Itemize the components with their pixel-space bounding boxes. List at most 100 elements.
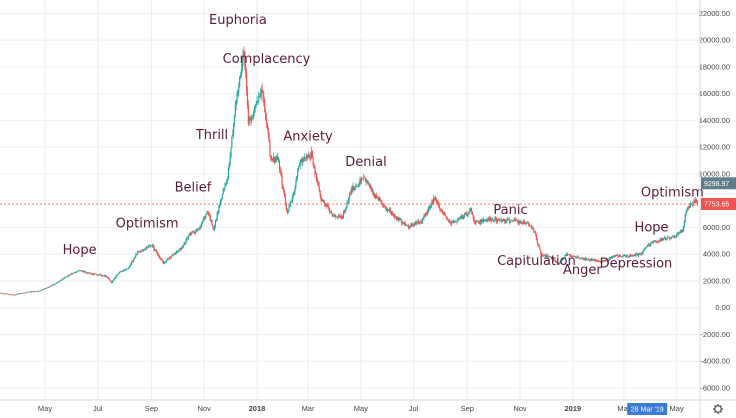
candle[interactable] bbox=[518, 219, 520, 226]
candle[interactable] bbox=[134, 256, 136, 259]
candle[interactable] bbox=[425, 212, 427, 218]
candle[interactable] bbox=[280, 168, 282, 177]
candle[interactable] bbox=[58, 281, 60, 283]
candle[interactable] bbox=[645, 247, 647, 249]
candle[interactable] bbox=[401, 220, 403, 226]
candle[interactable] bbox=[695, 196, 697, 204]
candle[interactable] bbox=[505, 219, 507, 224]
candle[interactable] bbox=[459, 216, 461, 220]
candle[interactable] bbox=[202, 216, 204, 223]
candle[interactable] bbox=[344, 208, 346, 214]
candle[interactable] bbox=[449, 218, 451, 224]
candle[interactable] bbox=[28, 291, 31, 293]
candle[interactable] bbox=[476, 219, 478, 223]
candle[interactable] bbox=[406, 224, 409, 227]
candle[interactable] bbox=[532, 225, 534, 230]
candle[interactable] bbox=[87, 272, 89, 274]
candle[interactable] bbox=[276, 153, 278, 163]
candle[interactable] bbox=[116, 274, 118, 277]
candle[interactable] bbox=[408, 225, 410, 230]
candle[interactable] bbox=[454, 220, 456, 224]
candle[interactable] bbox=[21, 292, 23, 294]
candle[interactable] bbox=[453, 220, 455, 223]
candle[interactable] bbox=[247, 100, 249, 127]
candle[interactable] bbox=[170, 255, 172, 259]
candle[interactable] bbox=[165, 259, 167, 264]
candle[interactable] bbox=[481, 217, 483, 225]
candle[interactable] bbox=[250, 115, 252, 126]
candle[interactable] bbox=[585, 256, 587, 262]
candle[interactable] bbox=[225, 183, 227, 186]
candle[interactable] bbox=[412, 223, 415, 227]
candle[interactable] bbox=[84, 270, 86, 273]
candle[interactable] bbox=[240, 63, 243, 79]
candle[interactable] bbox=[123, 268, 126, 272]
candle[interactable] bbox=[360, 177, 362, 185]
candle[interactable] bbox=[316, 173, 318, 183]
candle[interactable] bbox=[626, 253, 628, 257]
candle[interactable] bbox=[174, 252, 176, 255]
candle[interactable] bbox=[489, 215, 491, 222]
candle[interactable] bbox=[125, 268, 127, 271]
candle[interactable] bbox=[469, 208, 471, 215]
candle[interactable] bbox=[104, 274, 107, 278]
candle[interactable] bbox=[92, 272, 95, 276]
candle[interactable] bbox=[550, 256, 552, 260]
candle[interactable] bbox=[600, 260, 602, 263]
candle[interactable] bbox=[128, 266, 130, 270]
candle[interactable] bbox=[36, 291, 38, 293]
candle[interactable] bbox=[258, 91, 260, 105]
candle[interactable] bbox=[271, 158, 274, 162]
candle[interactable] bbox=[219, 202, 221, 208]
candle[interactable] bbox=[402, 221, 404, 225]
candle[interactable] bbox=[395, 216, 397, 221]
candle[interactable] bbox=[132, 259, 134, 264]
candle[interactable] bbox=[86, 272, 88, 275]
candle[interactable] bbox=[444, 211, 446, 216]
candle[interactable] bbox=[448, 219, 450, 224]
candle[interactable] bbox=[519, 220, 521, 225]
candle[interactable] bbox=[501, 218, 503, 223]
candle[interactable] bbox=[570, 255, 572, 258]
settings-gear-icon[interactable] bbox=[713, 404, 723, 414]
candle[interactable] bbox=[188, 232, 191, 236]
candle[interactable] bbox=[464, 212, 466, 219]
candle[interactable] bbox=[679, 230, 681, 234]
candle[interactable] bbox=[477, 220, 480, 224]
candle[interactable] bbox=[394, 214, 397, 218]
candle[interactable] bbox=[508, 218, 510, 221]
candle[interactable] bbox=[49, 285, 51, 288]
candle[interactable] bbox=[639, 253, 641, 256]
candle[interactable] bbox=[141, 249, 143, 253]
candle[interactable] bbox=[195, 228, 198, 233]
candle[interactable] bbox=[434, 195, 436, 201]
candle[interactable] bbox=[104, 275, 106, 277]
candle[interactable] bbox=[8, 293, 10, 295]
candle[interactable] bbox=[1, 292, 4, 294]
candle[interactable] bbox=[386, 207, 388, 212]
candle[interactable] bbox=[143, 248, 145, 252]
candle[interactable] bbox=[392, 211, 394, 216]
candle[interactable] bbox=[555, 261, 557, 264]
candle[interactable] bbox=[578, 256, 580, 259]
candle[interactable] bbox=[107, 277, 109, 279]
candle[interactable] bbox=[490, 217, 493, 223]
candle[interactable] bbox=[457, 217, 459, 223]
candle[interactable] bbox=[153, 244, 155, 252]
candle[interactable] bbox=[682, 229, 684, 233]
candle[interactable] bbox=[113, 277, 115, 281]
candle[interactable] bbox=[583, 257, 585, 261]
candle[interactable] bbox=[468, 211, 470, 213]
candle[interactable] bbox=[169, 256, 172, 260]
candle[interactable] bbox=[136, 253, 138, 256]
candle[interactable] bbox=[503, 218, 506, 224]
candle[interactable] bbox=[168, 257, 170, 260]
candle[interactable] bbox=[183, 242, 185, 246]
candle[interactable] bbox=[56, 281, 58, 284]
candle[interactable] bbox=[17, 293, 19, 295]
candle[interactable] bbox=[474, 220, 476, 225]
candle[interactable] bbox=[379, 196, 381, 202]
candle[interactable] bbox=[601, 260, 603, 263]
candle[interactable] bbox=[263, 90, 265, 107]
candle[interactable] bbox=[588, 259, 590, 262]
